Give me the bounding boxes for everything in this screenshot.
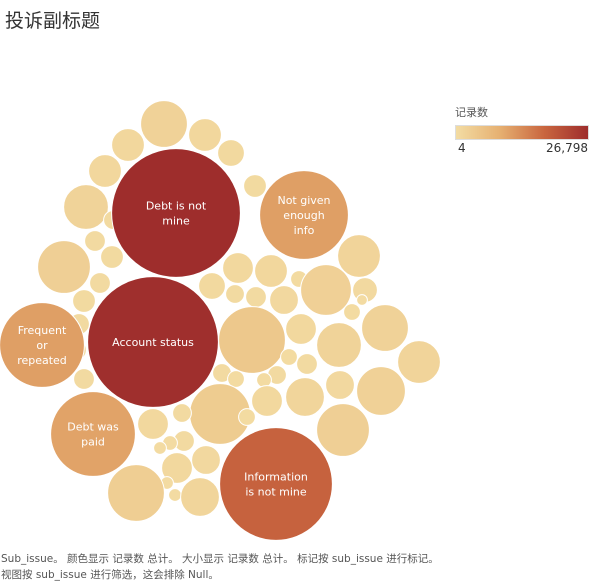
bubble[interactable]: [285, 313, 317, 345]
bubble[interactable]: [63, 184, 109, 230]
bubble[interactable]: [88, 154, 122, 188]
bubble[interactable]: [140, 100, 188, 148]
legend-max-label: 26,798: [546, 141, 588, 155]
legend-min-label: 4: [458, 141, 466, 155]
bubble-information-is-not-mine[interactable]: [219, 427, 333, 541]
bubble[interactable]: [343, 303, 361, 321]
bubble[interactable]: [300, 264, 352, 316]
bubbles[interactable]: [0, 100, 441, 541]
bubble[interactable]: [254, 254, 288, 288]
bubble[interactable]: [325, 370, 355, 400]
bubble-label: Frequent or repeated: [17, 324, 67, 367]
bubble[interactable]: [222, 252, 254, 284]
bubble[interactable]: [227, 370, 245, 388]
bubble[interactable]: [72, 289, 96, 313]
bubble[interactable]: [269, 285, 299, 315]
bubble-debt-was-paid[interactable]: [50, 391, 136, 477]
bubble[interactable]: [296, 353, 318, 375]
bubble[interactable]: [316, 322, 362, 368]
bubble[interactable]: [107, 464, 165, 522]
bubble-label: Information is not mine: [244, 471, 308, 499]
bubble[interactable]: [198, 272, 226, 300]
bubble[interactable]: [153, 441, 167, 455]
bubble[interactable]: [89, 272, 111, 294]
bubble[interactable]: [251, 385, 283, 417]
bubble[interactable]: [37, 240, 91, 294]
bubble[interactable]: [111, 128, 145, 162]
legend-title: 记录数: [455, 106, 488, 119]
bubble[interactable]: [172, 403, 192, 423]
bubble[interactable]: [285, 377, 325, 417]
bubble[interactable]: [180, 477, 220, 517]
bubble-label: Debt is not mine: [146, 200, 207, 228]
bubble[interactable]: [356, 294, 368, 306]
bubble-account-status[interactable]: [87, 276, 219, 408]
bubble[interactable]: [100, 245, 124, 269]
chart-title: 投诉副标题: [5, 10, 101, 32]
bubble-label: Debt was paid: [67, 421, 119, 449]
chart-caption: Sub_issue。 颜色显示 记录数 总计。 大小显示 记录数 总计。 标记按…: [1, 553, 439, 581]
bubble-debt-is-not-mine[interactable]: [111, 148, 241, 278]
bubble[interactable]: [73, 368, 95, 390]
bubble[interactable]: [238, 408, 256, 426]
bubble[interactable]: [137, 408, 169, 440]
bubble[interactable]: [397, 340, 441, 384]
bubble[interactable]: [188, 118, 222, 152]
bubble[interactable]: [218, 306, 286, 374]
bubble[interactable]: [280, 348, 298, 366]
legend-gradient-bar: [455, 125, 589, 140]
bubble-not-given-enough-info[interactable]: [259, 170, 349, 260]
bubble[interactable]: [337, 234, 381, 278]
bubble[interactable]: [217, 139, 245, 167]
bubble[interactable]: [243, 174, 267, 198]
bubble[interactable]: [361, 304, 409, 352]
bubble[interactable]: [245, 286, 267, 308]
bubble-frequent-or-repeated[interactable]: [0, 302, 85, 388]
bubble-label: Account status: [112, 336, 194, 349]
bubble[interactable]: [256, 372, 272, 388]
color-legend: 记录数 4 26,798: [455, 104, 590, 155]
bubble[interactable]: [191, 445, 221, 475]
bubble[interactable]: [84, 230, 106, 252]
bubble[interactable]: [161, 452, 193, 484]
bubble[interactable]: [356, 366, 406, 416]
bubble[interactable]: [316, 403, 370, 457]
bubble[interactable]: [168, 488, 182, 502]
bubble[interactable]: [225, 284, 245, 304]
bubble-label: Not given enough info: [277, 194, 330, 237]
